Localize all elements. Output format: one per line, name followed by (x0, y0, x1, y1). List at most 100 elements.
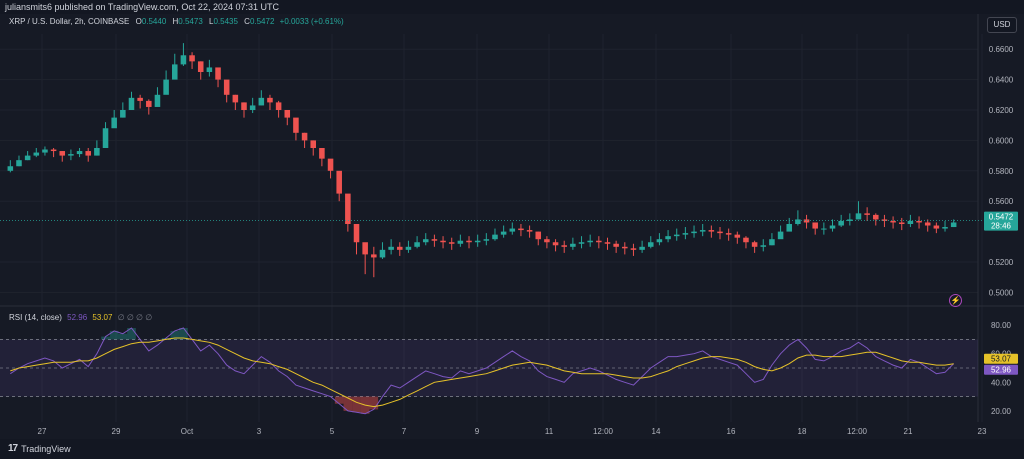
candle (137, 94, 143, 109)
time-axis[interactable]: 27 29 Oct 3 5 7 9 11 12:00 14 16 18 12:00 21 23 (38, 427, 987, 436)
time-tick-label: 23 (978, 427, 987, 436)
candle-body (120, 110, 126, 118)
candle (422, 233, 429, 246)
candle-body (535, 231, 542, 240)
candle (596, 236, 602, 249)
candle (933, 222, 940, 234)
candle-body (656, 239, 663, 243)
candle-body (544, 239, 550, 243)
candle (293, 117, 299, 141)
candle-body (578, 242, 585, 244)
candle (206, 59, 213, 77)
candle (873, 213, 879, 226)
change-value: +0.0033 (+0.61%) (279, 17, 344, 26)
price-tick-label: 0.5200 (989, 258, 1014, 267)
candle-body (665, 236, 671, 240)
time-tick-label: 5 (330, 427, 335, 436)
candle (578, 236, 585, 249)
candle (68, 149, 74, 161)
candle-body (223, 79, 230, 95)
candle (345, 193, 351, 232)
candle-body (864, 213, 870, 215)
candle (647, 236, 654, 249)
candle-body (924, 222, 931, 226)
currency-button[interactable]: USD (987, 17, 1017, 33)
candle-body (336, 170, 342, 194)
candle-body (855, 213, 862, 220)
chart-panel[interactable]: 0.6600 0.6400 0.6200 0.6000 0.5800 0.5600 0.52… (0, 14, 1024, 439)
time-tick-label: 18 (798, 427, 807, 436)
tradingview-logo-icon: 17 (8, 443, 18, 454)
candle-body (622, 246, 628, 249)
rsi-title: RSI (14, close) (9, 313, 62, 322)
candle-body (500, 231, 507, 235)
bolt-icon[interactable]: ⚡ (949, 294, 962, 307)
candle-body (647, 242, 654, 247)
brand[interactable]: 17 TradingView (8, 443, 71, 454)
candle-body (327, 158, 334, 171)
price-axis[interactable]: 0.6600 0.6400 0.6200 0.6000 0.5800 0.5600 0.52… (989, 45, 1014, 297)
candle-body (388, 246, 394, 250)
time-tick-label: 29 (112, 427, 121, 436)
candle (16, 155, 22, 167)
rsi-tags: 53.07 52.96 (984, 353, 1018, 375)
candle (821, 222, 827, 235)
candle-body (699, 230, 706, 232)
price-tag-box (984, 211, 1018, 231)
candle-body (353, 224, 360, 243)
rsi-tag: 52.96 (991, 366, 1012, 375)
time-tick-label: 7 (402, 427, 407, 436)
rsi-overbought-fill (101, 336, 110, 340)
candle (171, 53, 178, 80)
time-tick-label: 16 (727, 427, 736, 436)
high-label: H (172, 17, 179, 26)
price-tag-countdown: 28:46 (991, 222, 1012, 231)
candle-body (68, 154, 74, 156)
candle (864, 207, 870, 221)
candle-body (137, 97, 143, 101)
candle (197, 61, 204, 80)
candle (630, 243, 637, 256)
candle (500, 225, 507, 238)
candle-body (829, 225, 836, 229)
candle-body (267, 97, 273, 103)
rsi-ma-value: 53.07 (92, 313, 113, 322)
time-tick-label: 14 (652, 427, 661, 436)
candle-body (734, 234, 741, 238)
candle-body (163, 79, 169, 95)
candle-body (596, 240, 602, 243)
candle (492, 228, 498, 241)
candle (241, 102, 247, 118)
candle-body (76, 151, 83, 155)
candle-body (405, 246, 412, 250)
candle (924, 219, 931, 232)
candle-body (414, 242, 420, 247)
rsi-tag-box (984, 364, 1018, 375)
candle-body (94, 148, 100, 156)
candle-body (189, 55, 195, 62)
candle-body (310, 140, 317, 148)
chart-svg[interactable]: 0.6600 0.6400 0.6200 0.6000 0.5800 0.5600 0.52… (0, 14, 1024, 439)
candle-body (795, 219, 801, 224)
candle-body (812, 222, 818, 229)
rsi-overbought-fill (118, 333, 128, 340)
candle-body (898, 222, 905, 224)
candle-body (258, 97, 265, 106)
candle-body (873, 214, 879, 220)
candle (371, 246, 377, 278)
rsi-tick-label: 80.00 (991, 321, 1012, 330)
rsi-ma-tag-box (984, 353, 1018, 364)
candle-body (85, 151, 91, 156)
candle (163, 70, 169, 95)
low-value: 0.5435 (213, 17, 238, 26)
candle (656, 233, 663, 246)
candle-body (803, 219, 810, 223)
candle (120, 102, 126, 118)
candle-body (466, 240, 472, 243)
candle (448, 237, 455, 250)
candle (518, 224, 524, 237)
candle (258, 90, 265, 106)
candle (215, 67, 221, 88)
candle-body (682, 233, 689, 235)
candle (42, 146, 48, 156)
